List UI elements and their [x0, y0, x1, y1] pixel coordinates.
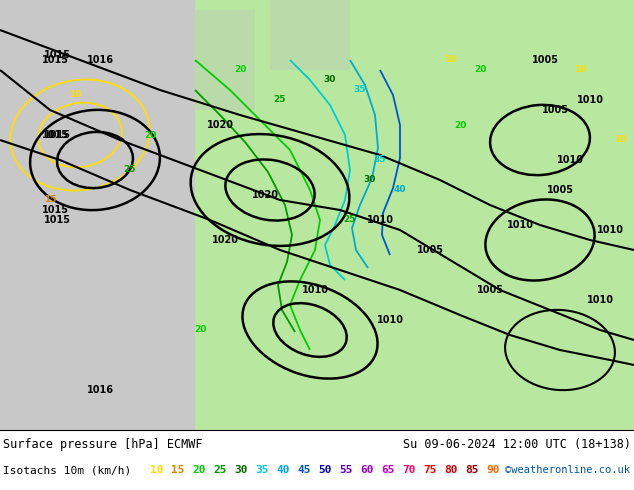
Text: 10: 10	[444, 55, 456, 65]
Text: 20: 20	[192, 465, 205, 475]
Text: 25: 25	[274, 96, 286, 104]
Text: 75: 75	[423, 465, 436, 475]
Text: 20: 20	[144, 130, 156, 140]
Text: 1020: 1020	[212, 235, 238, 245]
Text: 20: 20	[234, 66, 246, 74]
Text: 35: 35	[354, 85, 366, 95]
Text: Su 09-06-2024 12:00 UTC (18+138): Su 09-06-2024 12:00 UTC (18+138)	[403, 438, 631, 450]
Text: 1005: 1005	[417, 245, 444, 255]
Text: 1020: 1020	[252, 190, 278, 200]
Text: ©weatheronline.co.uk: ©weatheronline.co.uk	[505, 465, 630, 475]
Text: 10: 10	[150, 465, 164, 475]
Text: 70: 70	[402, 465, 415, 475]
Text: 1015: 1015	[41, 55, 68, 65]
Text: 1016: 1016	[86, 385, 113, 395]
Text: 1005: 1005	[547, 185, 574, 195]
Text: 50: 50	[318, 465, 332, 475]
Text: 1010: 1010	[597, 225, 623, 235]
Text: 1005: 1005	[531, 55, 559, 65]
Text: 20: 20	[194, 325, 206, 335]
Text: 90: 90	[486, 465, 500, 475]
Text: 40: 40	[276, 465, 290, 475]
Text: 25: 25	[344, 216, 356, 224]
Text: 15: 15	[171, 465, 184, 475]
Bar	[0, 430, 634, 490]
Text: 85: 85	[465, 465, 479, 475]
Text: 65: 65	[381, 465, 394, 475]
Text: 1010: 1010	[302, 285, 328, 295]
Text: 1020: 1020	[207, 120, 233, 130]
Text: 1010: 1010	[377, 315, 403, 325]
Bar	[195, 0, 634, 430]
Text: 35: 35	[255, 465, 269, 475]
Text: 30: 30	[364, 175, 376, 185]
Bar	[270, 0, 350, 70]
Text: 40: 40	[394, 186, 406, 195]
Text: 20: 20	[474, 66, 486, 74]
Text: 80: 80	[444, 465, 458, 475]
Text: 20: 20	[454, 121, 466, 129]
Text: 10: 10	[614, 136, 626, 145]
Text: 10: 10	[69, 91, 81, 99]
Text: 1015: 1015	[41, 205, 68, 215]
Text: 1015: 1015	[44, 215, 70, 225]
Text: 35: 35	[374, 155, 386, 165]
Text: 15: 15	[44, 196, 56, 204]
Text: 1010: 1010	[507, 220, 533, 230]
Text: 30: 30	[234, 465, 247, 475]
Text: 1005: 1005	[477, 285, 503, 295]
Text: 1010: 1010	[557, 155, 583, 165]
Text: 1015: 1015	[41, 130, 68, 140]
Text: 10: 10	[574, 66, 586, 74]
Text: 25: 25	[213, 465, 226, 475]
Text: 1010: 1010	[366, 215, 394, 225]
Text: 1010: 1010	[576, 95, 604, 105]
Bar	[195, 10, 255, 110]
Text: 1010: 1010	[586, 295, 614, 305]
Text: 25: 25	[124, 166, 136, 174]
Text: 1015: 1015	[44, 130, 70, 140]
Text: 30: 30	[324, 75, 336, 84]
Text: 60: 60	[360, 465, 373, 475]
Text: 1016: 1016	[86, 55, 113, 65]
Text: Surface pressure [hPa] ECMWF: Surface pressure [hPa] ECMWF	[3, 438, 202, 450]
Text: 45: 45	[297, 465, 311, 475]
Bar	[0, 0, 195, 430]
Text: 1015: 1015	[44, 50, 70, 60]
Text: 1005: 1005	[541, 105, 569, 115]
Text: Isotachs 10m (km/h): Isotachs 10m (km/h)	[3, 465, 131, 475]
Text: 55: 55	[339, 465, 353, 475]
